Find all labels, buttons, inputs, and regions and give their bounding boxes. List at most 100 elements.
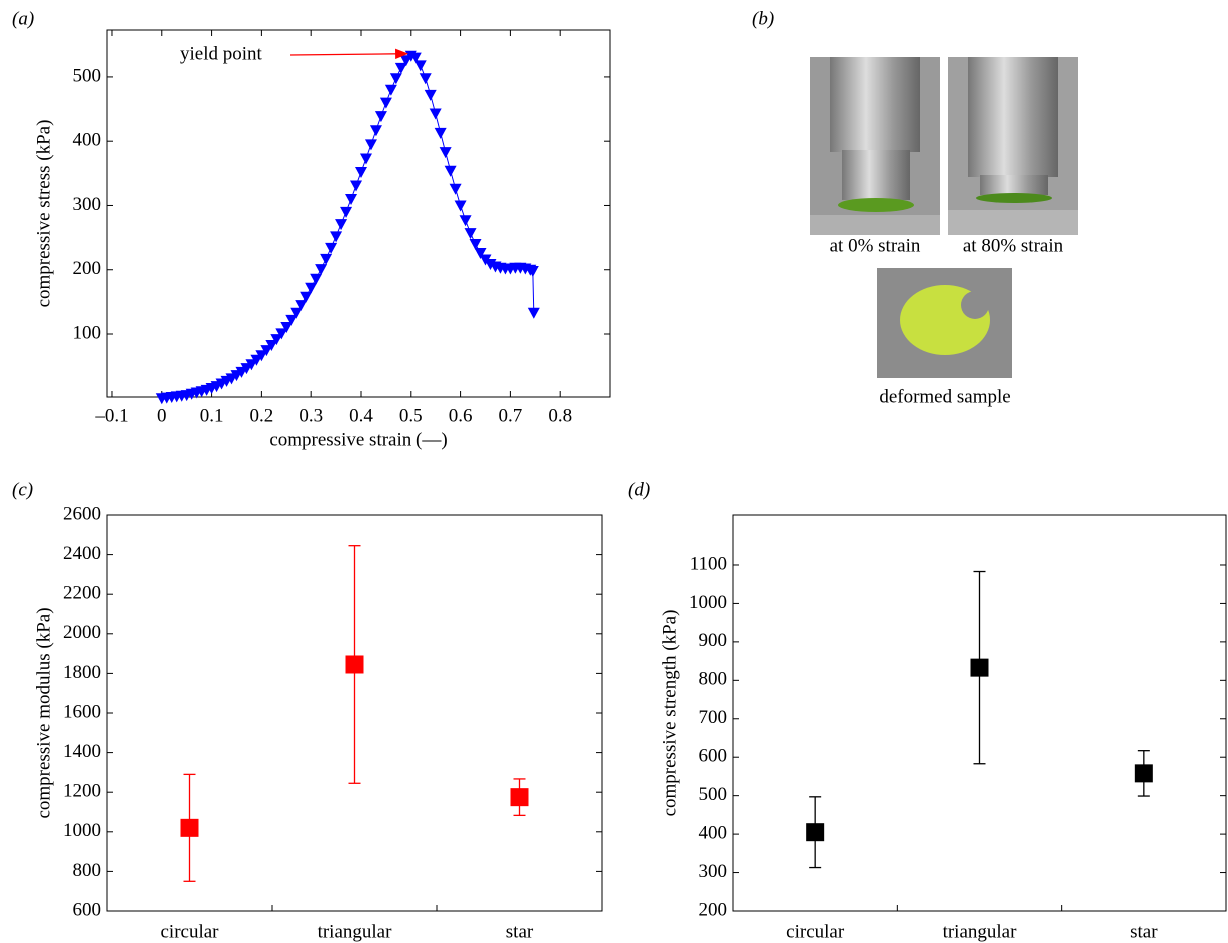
photo-2 <box>877 268 1012 378</box>
data-point <box>434 127 447 139</box>
y-tick-label: 400 <box>699 822 728 843</box>
x-tick-label: 0.4 <box>349 405 373 426</box>
data-point <box>359 153 372 165</box>
photo-caption: deformed sample <box>879 386 1010 407</box>
data-point <box>275 328 288 340</box>
y-tick-label: 700 <box>699 707 728 728</box>
data-point <box>806 823 825 842</box>
x-tick-label: 0.6 <box>449 405 473 426</box>
y-axis-label: compressive stress (kPa) <box>33 120 54 308</box>
data-point <box>464 228 477 240</box>
x-tick-label: star <box>506 921 534 942</box>
data-point <box>469 239 482 251</box>
data-point <box>270 334 283 346</box>
data-point <box>510 788 529 807</box>
data-point <box>369 125 382 137</box>
data-point <box>474 248 487 260</box>
x-tick-label: 0 <box>157 405 167 426</box>
y-tick-label: 1000 <box>689 592 727 613</box>
x-tick-label: 0.8 <box>548 405 572 426</box>
y-tick-label: 1400 <box>63 741 101 762</box>
data-point <box>345 655 364 674</box>
annotation: yield point <box>180 43 263 64</box>
y-tick-label: 300 <box>73 194 102 215</box>
data-point <box>454 200 467 212</box>
y-tick-label: 1600 <box>63 701 101 722</box>
x-tick-label: 0.7 <box>499 405 523 426</box>
y-tick-label: 1000 <box>63 820 101 841</box>
photo-0 <box>810 57 940 235</box>
y-tick-label: 900 <box>699 630 728 651</box>
x-tick-label: star <box>1130 921 1158 942</box>
data-point <box>527 307 540 319</box>
y-tick-label: 200 <box>73 258 102 279</box>
y-tick-label: 800 <box>73 860 102 881</box>
x-tick-label: circular <box>160 921 219 942</box>
data-point <box>305 282 318 294</box>
data-point <box>1134 764 1153 783</box>
x-tick-label: 0.1 <box>200 405 224 426</box>
data-point <box>260 345 273 357</box>
photo-caption: at 80% strain <box>963 235 1064 256</box>
photo-caption: at 0% strain <box>830 235 921 256</box>
photo-1 <box>948 57 1078 235</box>
y-tick-label: 600 <box>73 899 102 920</box>
data-point <box>315 264 328 276</box>
y-tick-label: 1200 <box>63 781 101 802</box>
data-point <box>330 231 343 243</box>
panel-label: (d) <box>628 479 650 500</box>
data-point <box>439 147 452 159</box>
x-tick-label: 0.5 <box>399 405 423 426</box>
plot-frame <box>732 514 1227 912</box>
data-point <box>364 139 377 151</box>
data-point <box>350 180 363 192</box>
data-point <box>335 219 348 231</box>
annotation-arrow <box>289 48 409 60</box>
data-point <box>295 300 308 312</box>
plot-frame <box>106 29 611 398</box>
panel-label: (b) <box>752 8 774 29</box>
data-point <box>325 242 338 254</box>
y-tick-label: 300 <box>699 861 728 882</box>
y-tick-label: 1100 <box>690 553 727 574</box>
y-axis-label: compressive strength (kPa) <box>659 610 680 817</box>
y-tick-label: 2000 <box>63 622 101 643</box>
data-point <box>414 60 427 72</box>
data-point <box>290 307 303 319</box>
x-tick-label: triangular <box>943 921 1018 942</box>
data-point <box>320 253 333 265</box>
data-point <box>429 108 442 120</box>
y-axis-label: compressive modulus (kPa) <box>33 607 54 818</box>
data-point <box>340 206 353 218</box>
y-tick-label: 500 <box>699 784 728 805</box>
y-tick-label: 100 <box>73 322 102 343</box>
data-point <box>459 215 472 227</box>
y-tick-label: 2200 <box>63 583 101 604</box>
data-point <box>389 73 402 85</box>
y-tick-label: 2600 <box>63 503 101 524</box>
data-point <box>394 62 407 74</box>
y-tick-label: 500 <box>73 65 102 86</box>
y-tick-label: 2400 <box>63 543 101 564</box>
panel-label: (a) <box>12 8 34 29</box>
data-point <box>280 321 293 333</box>
x-axis-label: compressive strain (—) <box>269 429 447 450</box>
data-point <box>419 73 432 85</box>
panel-label: (c) <box>12 479 33 500</box>
y-tick-label: 400 <box>73 130 102 151</box>
data-point <box>444 165 457 177</box>
data-point <box>265 339 278 351</box>
x-tick-label: –0.1 <box>94 405 128 426</box>
data-point <box>379 97 392 109</box>
y-tick-label: 800 <box>699 669 728 690</box>
data-point <box>285 314 298 326</box>
x-tick-label: triangular <box>318 921 393 942</box>
data-point <box>180 818 199 837</box>
data-point <box>374 111 387 123</box>
x-tick-label: 0.2 <box>250 405 274 426</box>
y-tick-label: 200 <box>699 899 728 920</box>
data-point <box>526 266 539 278</box>
data-point <box>255 350 268 362</box>
data-point <box>310 273 323 285</box>
